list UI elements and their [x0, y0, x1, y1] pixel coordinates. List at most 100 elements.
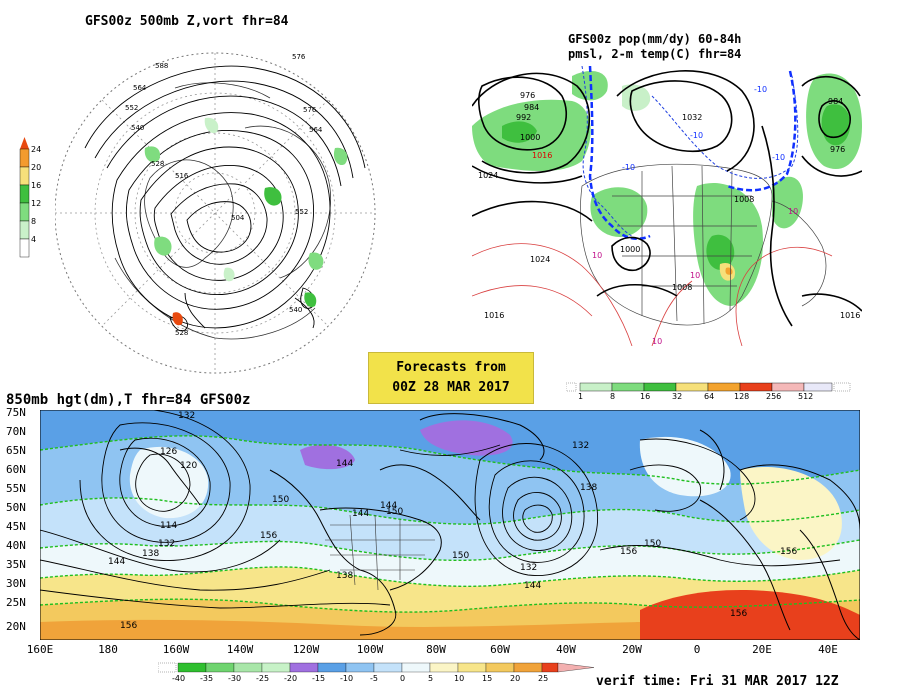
isobar-label: 1008 — [672, 283, 692, 292]
lat-label: 35N — [6, 558, 26, 571]
hgt-label: 150 — [272, 495, 289, 505]
temp-scale-label: 15 — [482, 674, 493, 683]
lon-label: 20W — [622, 643, 642, 656]
nh-contour-label: 516 — [175, 172, 189, 180]
isobar-label: 1000 — [620, 245, 640, 254]
hgt-label: 132 — [158, 539, 175, 549]
hgt-label: 114 — [160, 521, 177, 531]
hgt-label: 156 — [730, 609, 747, 619]
isobar-label: 992 — [516, 113, 531, 122]
hgt-label: 132 — [520, 563, 537, 573]
verification-time: verif time: Fri 31 MAR 2017 12Z — [596, 674, 839, 689]
vort-label: 12 — [31, 199, 42, 208]
lon-label: 120W — [292, 643, 320, 656]
lat-label: 40N — [6, 539, 26, 552]
hgt-label: 144 — [336, 459, 353, 469]
temp-scale-label: -25 — [256, 674, 270, 683]
temp-label: 10 — [690, 271, 700, 280]
temp-scale-label: -30 — [228, 674, 242, 683]
isobar-label: 1000 — [520, 133, 540, 142]
nh-contour-label: 564 — [309, 126, 323, 134]
lat-label: 70N — [6, 425, 26, 438]
hgt-label: 132 — [572, 441, 589, 451]
isobar-label: 976 — [520, 91, 535, 100]
isobar-label: 1024 — [478, 171, 498, 180]
nh-contour-label: 540 — [289, 306, 302, 314]
temp-label: 10 — [592, 251, 602, 260]
lat-label: 65N — [6, 444, 26, 457]
conus-pmsl-map: 976 984 992 1000 1016 1024 1032 1024 100… — [472, 66, 862, 346]
conus-title-1: GFS00z pop(mm/dy) 60-84h — [568, 32, 742, 46]
temp-scale-label: -40 — [172, 674, 186, 683]
hgt-label: 120 — [180, 461, 197, 471]
hgt-label: 144 — [380, 501, 397, 511]
temp-scale-label: 20 — [510, 674, 521, 683]
hgt-label: 150 — [386, 507, 403, 517]
lat-label: 55N — [6, 482, 26, 495]
precip-label: 512 — [798, 392, 814, 401]
temp-scale-label: -35 — [200, 674, 214, 683]
nh-contour-label: 504 — [231, 214, 245, 222]
hgt-label: 144 — [108, 557, 125, 567]
nh-contour-label: 528 — [175, 329, 188, 337]
vort-label: 8 — [31, 217, 37, 226]
isobar-label: 1016 — [840, 311, 860, 320]
temp-scale-label: -10 — [340, 674, 354, 683]
lon-label: 40W — [556, 643, 576, 656]
lon-label: 20E — [752, 643, 772, 656]
banner-line-1: Forecasts from — [396, 360, 506, 375]
temp-label: -10 — [772, 153, 785, 162]
hgt-label: 156 — [780, 547, 797, 557]
precip-colorbar: 1 8 16 32 64 128 256 512 — [565, 378, 856, 406]
vort-label: 24 — [31, 145, 42, 154]
hgt-label: 156 — [260, 531, 277, 541]
precip-label: 1 — [578, 392, 584, 401]
precip-label: 256 — [766, 392, 782, 401]
lon-label: 0 — [693, 643, 701, 656]
nh-contour-label: 588 — [155, 62, 168, 70]
vort-label: 16 — [31, 181, 42, 190]
isobar-label: 984 — [828, 97, 843, 106]
isobar-label: 1016 — [484, 311, 504, 320]
isobar-label: 976 — [830, 145, 845, 154]
main-title: 850mb hgt(dm),T fhr=84 GFS00z — [6, 392, 251, 408]
hgt-label: 150 — [644, 539, 661, 549]
isobar-label: 1032 — [682, 113, 702, 122]
nh-contour-label: 552 — [125, 104, 138, 112]
isobar-label: 1024 — [530, 255, 550, 264]
hgt-label: 156 — [120, 621, 137, 631]
lon-label: 160W — [162, 643, 190, 656]
hgt-label: 144 — [352, 509, 369, 519]
banner-line-2: 00Z 28 MAR 2017 — [392, 380, 510, 395]
temp-scale-label: -20 — [284, 674, 298, 683]
temp-label: -10 — [690, 131, 703, 140]
isobar-label: 1008 — [734, 195, 754, 204]
precip-label: 64 — [704, 392, 715, 401]
temp-scale-label: 0 — [400, 674, 406, 683]
lon-label: 60W — [490, 643, 510, 656]
forecast-banner: Forecasts from 00Z 28 MAR 2017 — [368, 352, 534, 404]
isobar-label: 1016 — [532, 151, 552, 160]
isobar-label: 984 — [524, 103, 539, 112]
lat-label: 50N — [6, 501, 26, 514]
lon-label: 160E — [26, 643, 54, 656]
850mb-map: 132 126 120 114 132 138 144 150 156 156 … — [40, 410, 860, 640]
precip-label: 8 — [610, 392, 616, 401]
temp-label: 10 — [788, 207, 798, 216]
lat-label: 60N — [6, 463, 26, 476]
hgt-label: 150 — [452, 551, 469, 561]
lat-label: 25N — [6, 596, 26, 609]
temperature-colorbar: -40 -35 -30 -25 -20 -15 -10 -5 0 5 10 15… — [157, 660, 598, 690]
temp-scale-label: 10 — [454, 674, 465, 683]
nh-title: GFS00z 500mb Z,vort fhr=84 — [85, 14, 289, 29]
precip-label: 16 — [640, 392, 651, 401]
hgt-label: 138 — [142, 549, 159, 559]
hgt-label: 144 — [524, 581, 541, 591]
temp-label: 10 — [652, 337, 662, 346]
nh-contour-label: 564 — [133, 84, 147, 92]
hgt-label: 138 — [580, 483, 597, 493]
lat-label: 45N — [6, 520, 26, 533]
nh-contour-label: 576 — [292, 53, 306, 61]
lon-label: 80W — [426, 643, 446, 656]
lat-label: 20N — [6, 620, 26, 633]
